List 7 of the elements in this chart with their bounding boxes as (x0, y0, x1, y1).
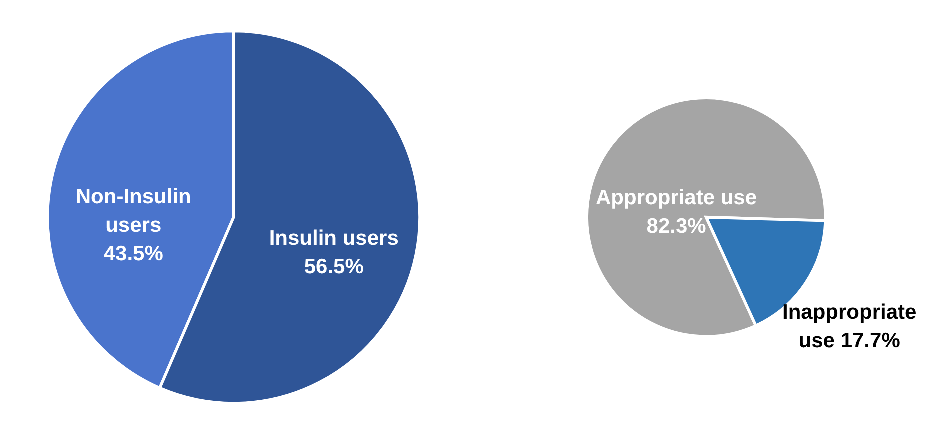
slice-label: Appropriate use (596, 186, 758, 210)
data-label: 43.5% (104, 242, 164, 266)
slice-label: Insulin users (269, 226, 399, 250)
data-label: 56.5% (304, 255, 364, 278)
slice-label: Inappropriate use 17.7% (782, 300, 917, 353)
slice-label: Non-Insulin users (76, 185, 192, 237)
data-label: 82.3% (646, 214, 707, 238)
